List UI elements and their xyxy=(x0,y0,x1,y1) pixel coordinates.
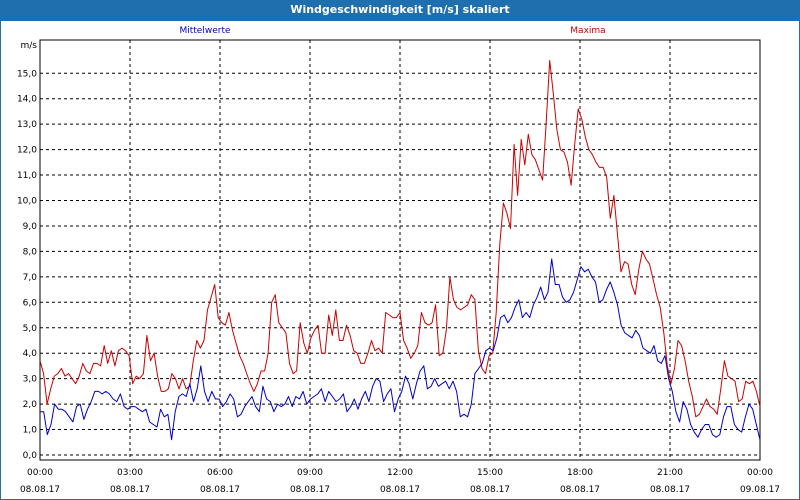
y-tick-label: 14,0 xyxy=(17,95,37,105)
y-tick-label: 4,0 xyxy=(23,349,38,359)
y-tick-label: 12,0 xyxy=(17,146,37,156)
y-axis-label: m/s xyxy=(21,41,38,51)
y-tick-label: 10,0 xyxy=(17,197,37,207)
legend-maxima: Maxima xyxy=(570,26,605,36)
x-tick-date: 08.08.17 xyxy=(290,485,330,495)
x-tick-time: 21:00 xyxy=(657,468,683,478)
x-tick-time: 09:00 xyxy=(297,468,323,478)
x-tick-date: 08.08.17 xyxy=(560,485,600,495)
x-tick-date: 08.08.17 xyxy=(470,485,510,495)
x-tick-date: 08.08.17 xyxy=(110,485,150,495)
series-line-mittelwerte xyxy=(40,258,761,441)
x-tick-time: 00:00 xyxy=(747,468,773,478)
legend-mittelwerte: Mittelwerte xyxy=(179,26,230,36)
y-tick-label: 7,0 xyxy=(23,273,38,283)
y-tick-label: 5,0 xyxy=(23,324,38,334)
x-tick-time: 18:00 xyxy=(567,468,593,478)
y-tick-label: 3,0 xyxy=(23,375,38,385)
x-tick-date: 08.08.17 xyxy=(650,485,690,495)
x-tick-date: 08.08.17 xyxy=(380,485,420,495)
x-tick-time: 15:00 xyxy=(477,468,503,478)
y-tick-label: 8,0 xyxy=(23,247,38,257)
y-tick-label: 1,0 xyxy=(23,426,38,436)
x-tick-date: 08.08.17 xyxy=(200,485,240,495)
y-tick-label: 9,0 xyxy=(23,222,38,232)
y-tick-label: 15,0 xyxy=(17,69,37,79)
x-tick-date: 09.08.17 xyxy=(740,485,780,495)
series-line-maxima xyxy=(39,60,761,418)
x-tick-date: 08.08.17 xyxy=(20,485,60,495)
y-tick-label: 2,0 xyxy=(23,400,38,410)
x-tick-time: 06:00 xyxy=(207,468,233,478)
window-title: Windgeschwindigkeit [m/s] skaliert xyxy=(0,0,800,20)
x-tick-time: 03:00 xyxy=(117,468,143,478)
x-tick-time: 00:00 xyxy=(27,468,53,478)
y-tick-label: 11,0 xyxy=(17,171,37,181)
x-tick-time: 12:00 xyxy=(387,468,413,478)
y-tick-label: 13,0 xyxy=(17,120,37,130)
y-tick-label: 0,0 xyxy=(23,451,38,461)
y-tick-label: 6,0 xyxy=(23,298,38,308)
